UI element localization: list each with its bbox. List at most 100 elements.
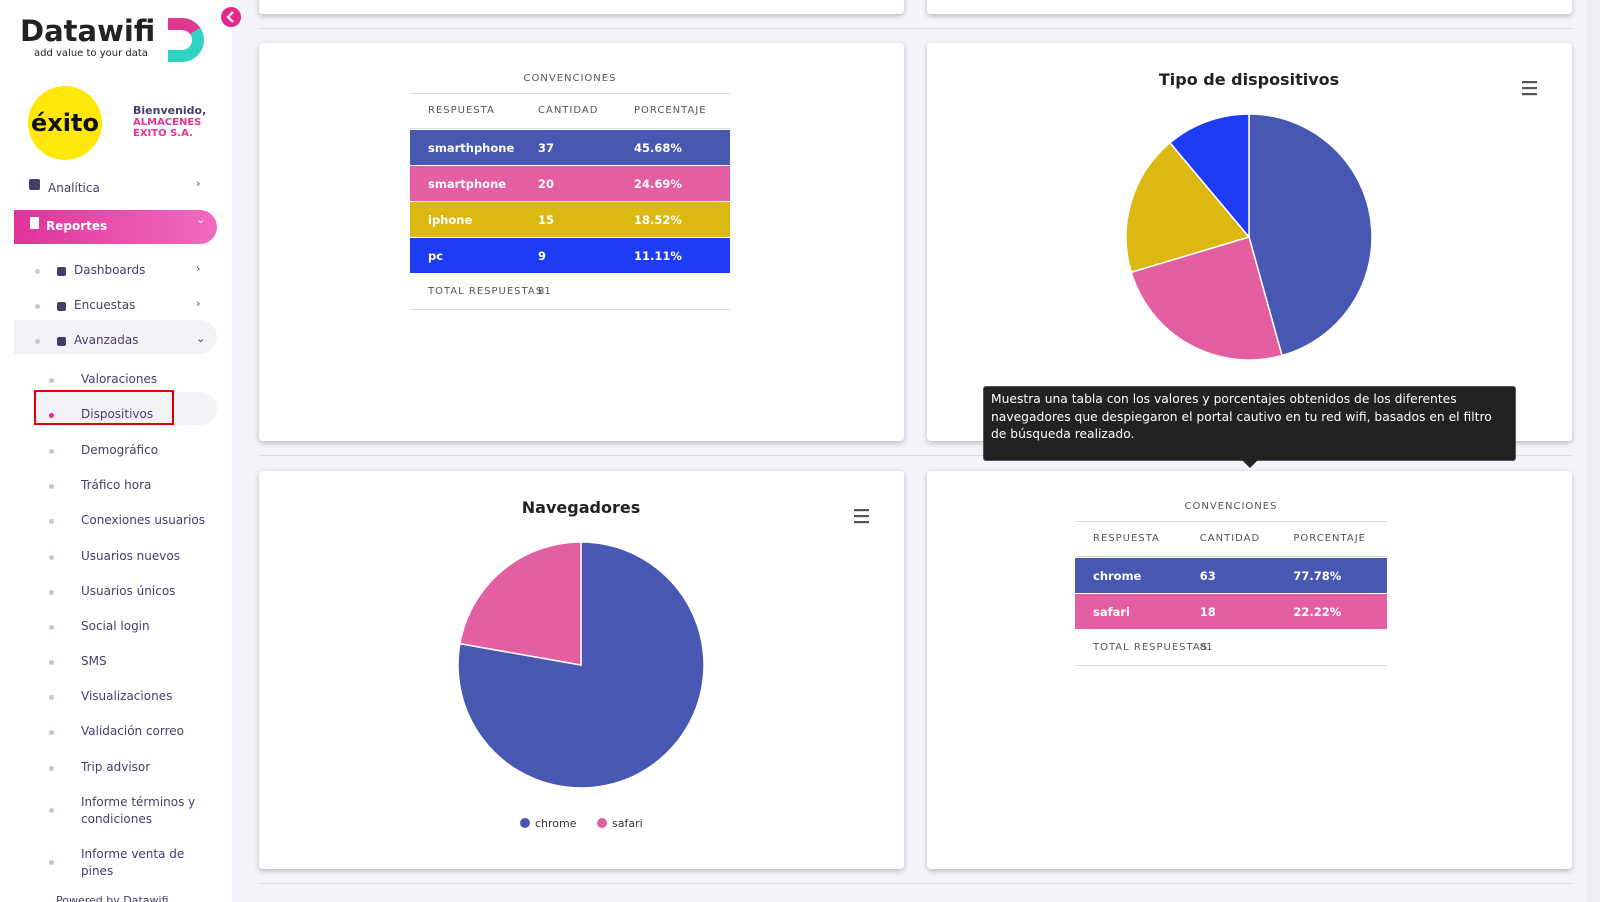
divider xyxy=(259,28,1572,29)
welcome: Bienvenido, xyxy=(133,104,207,117)
bullet xyxy=(49,590,54,595)
submenu-item[interactable]: Informe términos y condiciones xyxy=(81,795,196,826)
submenu-item[interactable]: Social login xyxy=(81,619,150,633)
table-caption: CONVENCIONES xyxy=(410,73,730,94)
menu-item[interactable]: Reportes xyxy=(46,219,108,233)
bullet xyxy=(49,730,54,735)
submenu-item[interactable]: Validación correo xyxy=(81,724,185,738)
column-header: PORCENTAJE xyxy=(1293,533,1366,544)
submenu-icon xyxy=(57,337,66,346)
menu-icon xyxy=(29,179,40,190)
table-cell: pc xyxy=(428,248,444,263)
table-cell: 77.78% xyxy=(1293,568,1342,583)
card xyxy=(259,0,904,14)
table-row: safari 18 22.22% xyxy=(1075,594,1387,629)
chevron: ⌄ xyxy=(196,213,206,226)
column-header: RESPUESTA xyxy=(428,105,495,116)
submenu-item[interactable]: Conexiones usuarios xyxy=(81,513,206,527)
submenu-item[interactable]: Dispositivos xyxy=(81,407,154,421)
legend-label[interactable]: chrome xyxy=(535,817,577,830)
legend-label[interactable]: safari xyxy=(612,817,643,830)
table-cell: 18.52% xyxy=(634,212,682,227)
submenu-item[interactable]: Demográfico xyxy=(81,443,159,457)
submenu-item[interactable]: Usuarios únicos xyxy=(81,584,176,598)
table-row: smartphone 20 24.69% xyxy=(410,166,730,201)
divider xyxy=(259,455,1572,456)
submenu-active-bg xyxy=(14,320,217,354)
table-row: smarthphone 37 45.68% xyxy=(410,130,730,165)
submenu-item[interactable]: Usuarios nuevos xyxy=(81,549,180,563)
scrollbar[interactable] xyxy=(1586,0,1600,902)
submenu-item[interactable]: SMS xyxy=(81,654,107,668)
menu-icon xyxy=(854,521,869,524)
table-cell: 20 xyxy=(538,176,555,191)
bullet xyxy=(49,660,54,665)
menu-icon xyxy=(1522,81,1537,84)
collapse-button[interactable] xyxy=(220,6,242,28)
chevron: › xyxy=(196,297,201,310)
menu-icon xyxy=(854,509,869,512)
table-cell: 63 xyxy=(1199,568,1216,583)
table-card: CONVENCIONES RESPUESTA CANTIDAD PORCENTAJE c… xyxy=(927,471,1572,869)
footer: Powered by Datawifi xyxy=(56,894,169,902)
tooltip: Muestra una tabla con los valores y porc… xyxy=(983,386,1516,461)
table-cell: 45.68% xyxy=(634,140,682,155)
client-logo: éxito xyxy=(28,86,102,160)
chart-card: Tipo de dispositivos xyxy=(927,43,1572,441)
bullet xyxy=(35,269,40,274)
menu-icon xyxy=(854,515,869,518)
table-row: pc 9 11.11% xyxy=(410,238,730,273)
legend-marker xyxy=(597,818,607,828)
table-row: iphone 15 18.52% xyxy=(410,202,730,237)
tagline: add value to your data xyxy=(34,48,148,59)
bullet xyxy=(49,519,54,524)
divider xyxy=(259,883,1572,884)
table-header: RESPUESTA CANTIDAD PORCENTAJE xyxy=(410,93,730,129)
table-cell: safari xyxy=(1093,604,1130,619)
bullet xyxy=(35,304,40,309)
table-cell: 22.22% xyxy=(1293,604,1342,619)
tooltip-arrow xyxy=(1242,460,1258,468)
item-active-bg xyxy=(34,392,217,425)
table-cell: 37 xyxy=(538,140,555,155)
total-label: TOTAL RESPUESTAS xyxy=(428,286,544,297)
menu-active-bg xyxy=(14,210,217,244)
client-name: ALMACENES EXITO S.A. xyxy=(133,117,202,139)
pie-slice xyxy=(1248,113,1373,357)
submenu-item[interactable]: Valoraciones xyxy=(81,372,158,386)
total-label: TOTAL RESPUESTAS xyxy=(1093,642,1209,653)
submenu-icon xyxy=(57,267,66,276)
table-cell: chrome xyxy=(1093,568,1142,583)
table-cell: 11.11% xyxy=(634,248,682,263)
table-cell: iphone xyxy=(428,212,473,227)
menu-item[interactable]: Analítica xyxy=(48,181,100,195)
sidebar: Datawifi add value to your data éxito Bi… xyxy=(0,0,232,902)
table-header: RESPUESTA CANTIDAD PORCENTAJE xyxy=(1075,521,1387,557)
submenu-item[interactable]: Tráfico hora xyxy=(81,478,152,492)
submenu-item[interactable]: Avanzadas xyxy=(74,333,139,347)
table-cell: 24.69% xyxy=(634,176,682,191)
menu-icon xyxy=(1522,93,1537,96)
table-caption: CONVENCIONES xyxy=(1075,501,1387,522)
bullet xyxy=(49,625,54,630)
chevron: › xyxy=(196,262,201,275)
bullet xyxy=(49,378,54,383)
table-cell: smarthphone xyxy=(428,140,515,155)
chart: Navegadores chrome safari xyxy=(457,498,869,830)
submenu-item[interactable]: Informe venta de pines xyxy=(81,847,185,878)
brand: Datawifi xyxy=(20,14,156,48)
menu-icon xyxy=(1522,87,1537,90)
submenu-item[interactable]: Visualizaciones xyxy=(81,689,173,703)
total-value: 81 xyxy=(1199,642,1213,653)
submenu-item[interactable]: Dashboards xyxy=(74,263,146,277)
bullet xyxy=(49,413,54,418)
submenu-item[interactable]: Encuestas xyxy=(74,298,136,312)
bullet xyxy=(35,339,40,344)
chevron: › xyxy=(196,177,201,190)
chart: Tipo de dispositivos xyxy=(1125,70,1537,361)
chart-title: Tipo de dispositivos xyxy=(1159,70,1339,89)
bullet xyxy=(49,766,54,771)
submenu-item[interactable]: Trip advisor xyxy=(81,760,151,774)
table-row: chrome 63 77.78% xyxy=(1075,558,1387,593)
menu-icon xyxy=(30,217,39,229)
